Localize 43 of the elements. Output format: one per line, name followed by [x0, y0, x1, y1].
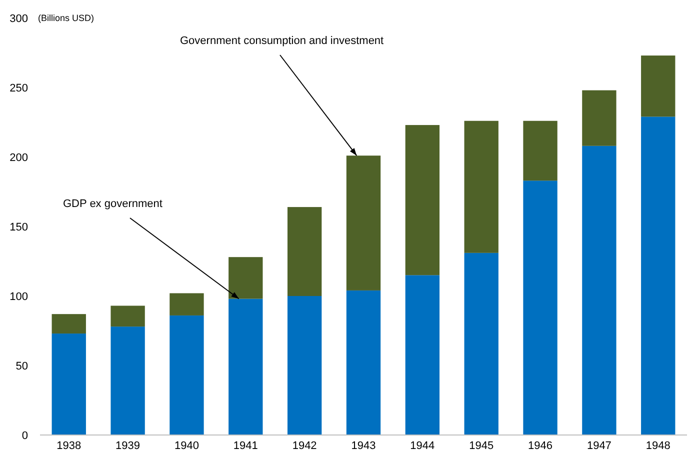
bar: [228, 298, 263, 435]
x-tick-label: 1945: [469, 440, 494, 452]
x-tick-label: 1948: [646, 440, 670, 452]
bar: [464, 252, 498, 435]
bar: [523, 180, 558, 435]
bar: [52, 314, 86, 334]
x-tick-label: 1940: [174, 440, 199, 452]
bar: [641, 56, 676, 117]
bar: [405, 275, 440, 435]
x-tick-label: 1946: [528, 440, 553, 452]
bar: [641, 116, 676, 435]
y-tick-label: 200: [10, 152, 28, 164]
bar: [582, 146, 616, 435]
bar: [228, 257, 263, 299]
bar: [464, 120, 498, 253]
bar: [405, 125, 440, 276]
x-tick-label: 1939: [116, 440, 140, 452]
annotation: Government consumption and investment: [180, 35, 384, 47]
y-tick-label: 150: [10, 221, 28, 234]
x-tick-label: 1942: [292, 440, 317, 452]
bar: [110, 326, 145, 435]
bar: [170, 293, 204, 316]
x-tick-label: 1944: [410, 440, 435, 452]
bar: [287, 296, 322, 435]
bar: [110, 306, 145, 327]
bar: [523, 120, 558, 181]
y-axis-title: (Billions USD): [38, 13, 94, 24]
bar: [170, 315, 204, 435]
bar: [52, 334, 86, 435]
y-tick-label: 250: [10, 82, 28, 94]
bar: [582, 90, 616, 146]
bar: [346, 156, 381, 290]
bar: [346, 290, 381, 435]
x-tick-label: 1947: [586, 440, 612, 452]
x-tick-label: 1941: [233, 440, 258, 452]
y-tick-label: 100: [10, 290, 28, 303]
x-tick-label: 1938: [56, 440, 82, 452]
y-tick-label: 300: [10, 12, 28, 25]
y-tick-label: 0: [22, 430, 28, 442]
bar: [287, 207, 322, 296]
y-tick-label: 50: [16, 360, 28, 372]
annotation: GDP ex government: [63, 198, 162, 210]
x-tick-label: 1943: [351, 440, 376, 452]
